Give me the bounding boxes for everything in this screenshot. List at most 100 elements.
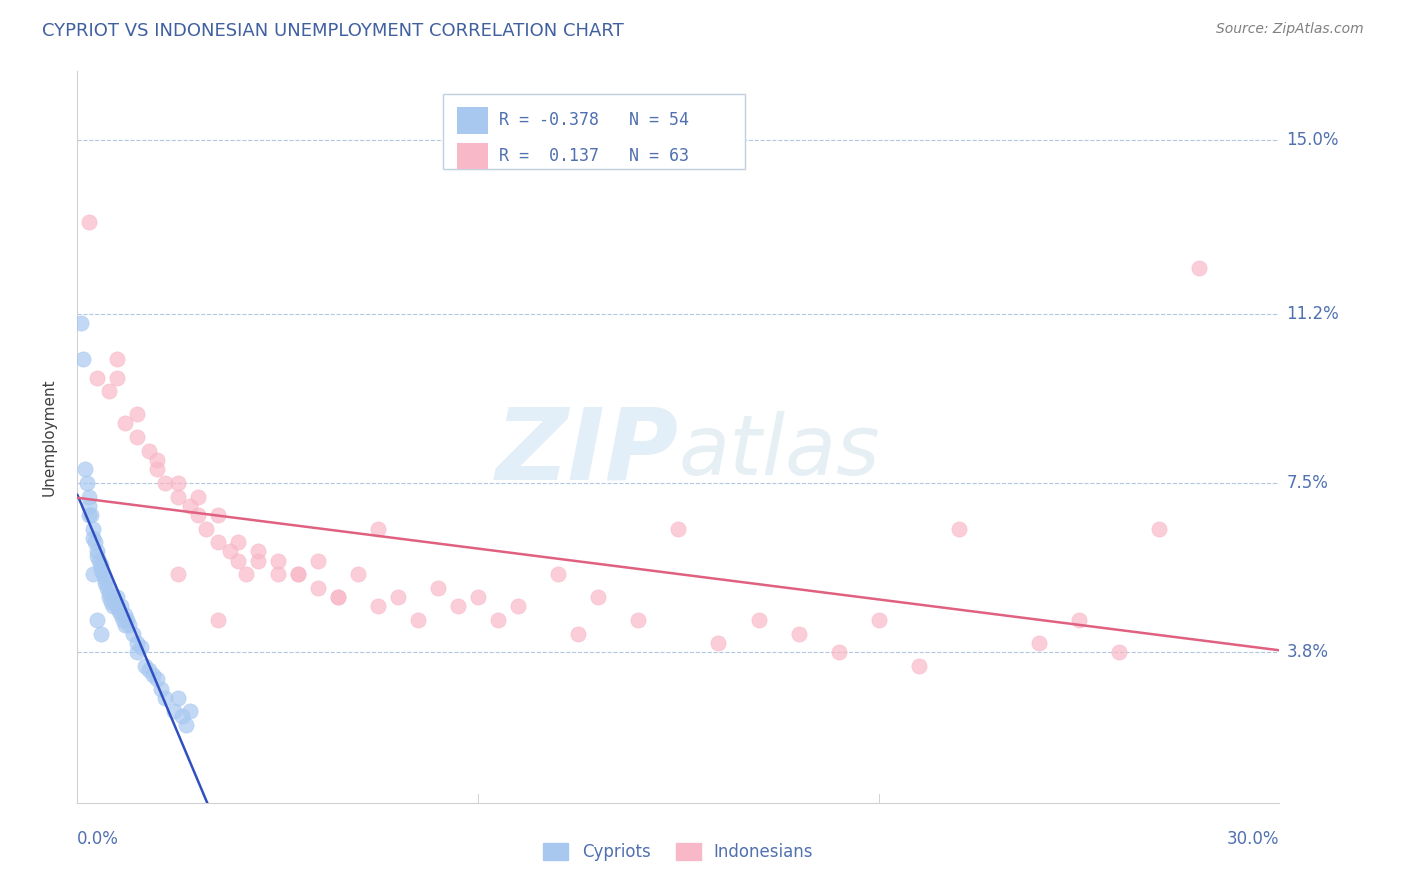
Text: Unemployment: Unemployment: [42, 378, 56, 496]
Point: [79, 508, 101, 522]
Point: [86, 549, 108, 563]
Point: [207, 508, 229, 522]
Point: [90, 626, 112, 640]
Point: [307, 553, 329, 567]
Point: [107, 590, 129, 604]
Point: [194, 521, 217, 535]
Point: [1108, 645, 1130, 659]
Point: [98, 590, 121, 604]
Point: [94, 572, 117, 586]
Point: [110, 608, 132, 623]
Point: [207, 613, 229, 627]
Point: [367, 521, 389, 535]
Text: R = -0.378   N = 54: R = -0.378 N = 54: [499, 112, 689, 129]
Point: [138, 443, 160, 458]
Point: [326, 590, 349, 604]
Point: [179, 499, 201, 513]
Point: [82, 531, 104, 545]
Point: [179, 705, 201, 719]
Point: [112, 613, 135, 627]
Point: [287, 567, 309, 582]
Point: [100, 594, 122, 608]
Point: [155, 475, 177, 490]
Point: [155, 690, 177, 705]
Point: [166, 567, 188, 582]
Point: [447, 599, 470, 614]
Point: [166, 475, 188, 490]
Point: [118, 617, 141, 632]
Point: [93, 567, 115, 582]
Point: [427, 581, 450, 595]
Point: [89, 553, 111, 567]
Point: [486, 613, 509, 627]
Point: [387, 590, 409, 604]
Point: [1149, 521, 1171, 535]
Point: [103, 590, 125, 604]
Point: [86, 544, 108, 558]
Point: [367, 599, 389, 614]
Point: [114, 617, 136, 632]
Point: [186, 490, 209, 504]
Text: ZIP: ZIP: [495, 403, 679, 500]
Point: [82, 521, 104, 535]
Point: [1028, 636, 1050, 650]
Point: [150, 681, 173, 696]
Text: 15.0%: 15.0%: [1286, 131, 1339, 149]
Point: [114, 608, 136, 623]
Point: [170, 709, 193, 723]
Point: [246, 553, 269, 567]
Point: [547, 567, 569, 582]
Point: [84, 535, 107, 549]
Point: [142, 667, 165, 682]
Point: [72, 352, 94, 367]
Text: R =  0.137   N = 63: R = 0.137 N = 63: [499, 147, 689, 165]
Point: [107, 599, 129, 614]
Text: CYPRIOT VS INDONESIAN UNEMPLOYMENT CORRELATION CHART: CYPRIOT VS INDONESIAN UNEMPLOYMENT CORRE…: [42, 22, 624, 40]
Point: [207, 535, 229, 549]
Point: [146, 673, 169, 687]
Text: 11.2%: 11.2%: [1286, 305, 1340, 323]
Point: [567, 626, 589, 640]
Point: [235, 567, 257, 582]
Point: [94, 576, 117, 591]
Point: [107, 352, 129, 367]
Point: [90, 563, 112, 577]
Text: Source: ZipAtlas.com: Source: ZipAtlas.com: [1216, 22, 1364, 37]
Point: [90, 558, 112, 573]
Point: [186, 508, 209, 522]
Point: [146, 462, 169, 476]
Point: [82, 567, 104, 582]
Point: [588, 590, 610, 604]
Point: [267, 553, 290, 567]
Point: [138, 663, 160, 677]
Point: [104, 594, 127, 608]
Point: [122, 626, 145, 640]
Point: [79, 490, 101, 504]
Point: [127, 430, 149, 444]
Point: [98, 585, 121, 599]
Point: [110, 599, 132, 614]
Point: [127, 636, 149, 650]
Point: [70, 316, 93, 330]
Point: [1069, 613, 1091, 627]
Point: [131, 640, 153, 655]
Point: [79, 215, 101, 229]
Point: [174, 718, 197, 732]
Point: [787, 626, 810, 640]
Point: [908, 658, 931, 673]
Point: [127, 645, 149, 659]
Point: [79, 499, 101, 513]
Point: [96, 581, 118, 595]
Point: [668, 521, 690, 535]
Text: 7.5%: 7.5%: [1286, 474, 1329, 491]
Point: [508, 599, 530, 614]
Point: [226, 535, 249, 549]
Point: [98, 384, 121, 399]
Point: [346, 567, 368, 582]
Point: [127, 407, 149, 421]
Point: [103, 599, 125, 614]
Point: [828, 645, 851, 659]
Point: [326, 590, 349, 604]
Point: [218, 544, 240, 558]
Point: [307, 581, 329, 595]
